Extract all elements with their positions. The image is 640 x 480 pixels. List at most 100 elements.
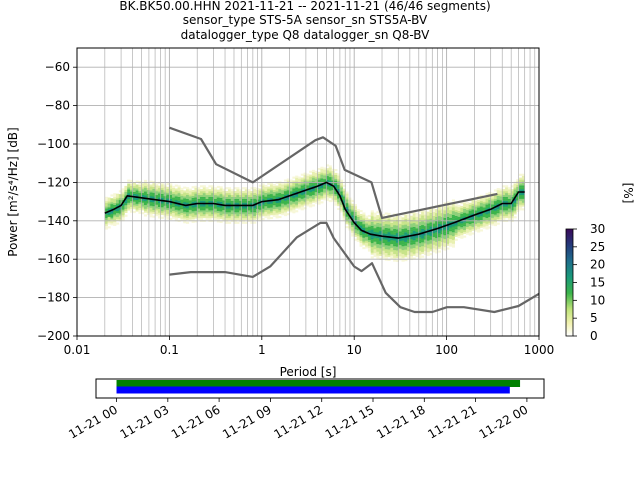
heatmap-cell <box>345 201 349 204</box>
heatmap-cell <box>345 222 349 225</box>
heatmap-cell <box>370 241 374 244</box>
heatmap-cell <box>359 236 363 240</box>
heatmap-cell <box>171 187 176 190</box>
heatmap-cell <box>141 204 145 207</box>
heatmap-cell <box>185 189 190 192</box>
heatmap-cell <box>177 208 181 211</box>
heatmap-cell <box>320 178 324 181</box>
heatmap-cell <box>146 191 150 194</box>
heatmap-cell <box>328 174 332 178</box>
heatmap-cell <box>127 185 131 188</box>
heatmap-cell <box>320 176 324 179</box>
heatmap-cell <box>429 224 433 227</box>
heatmap-cell <box>297 201 302 204</box>
heatmap-cell <box>118 207 122 210</box>
heatmap-cell <box>426 250 430 253</box>
heatmap-cell <box>174 203 178 206</box>
heatmap-cell <box>328 196 332 199</box>
heatmap-cell <box>415 255 419 258</box>
heatmap-cell <box>351 199 355 203</box>
heatmap-cell <box>300 183 304 186</box>
heatmap-cell <box>345 208 349 211</box>
timeline-bars <box>116 380 521 394</box>
heatmap-cell <box>376 226 380 229</box>
heatmap-cell <box>443 221 447 224</box>
heatmap-cell <box>334 197 338 200</box>
heatmap-cell <box>241 221 246 224</box>
heatmap-cell <box>384 218 388 221</box>
heatmap-cell <box>121 205 125 208</box>
heatmap-cell <box>426 223 430 226</box>
heatmap-cell <box>370 256 374 259</box>
heatmap-cell <box>138 192 142 195</box>
heatmap-cell <box>169 189 173 192</box>
heatmap-cell <box>241 206 246 209</box>
heatmap-cell <box>446 218 450 221</box>
heatmap-cell <box>449 233 453 236</box>
heatmap-cell <box>328 165 332 168</box>
heatmap-cell <box>286 207 290 210</box>
heatmap-cell <box>311 183 316 186</box>
heatmap-cell <box>418 252 422 255</box>
heatmap-cell <box>384 250 388 254</box>
heatmap-cell <box>247 212 251 215</box>
heatmap-cell <box>157 185 162 188</box>
heatmap-cell <box>485 212 489 215</box>
heatmap-cell <box>197 217 201 221</box>
heatmap-cell <box>460 207 464 210</box>
heatmap-cell <box>471 219 475 222</box>
heatmap-cell <box>404 222 408 225</box>
heatmap-cell <box>463 225 467 229</box>
heatmap-cell <box>373 241 377 244</box>
heatmap-cell <box>295 202 299 205</box>
heatmap-cell <box>359 217 363 220</box>
heatmap-cell <box>283 185 288 188</box>
heatmap-cell <box>113 202 117 205</box>
heatmap-cell <box>208 200 212 203</box>
heatmap-cell <box>409 256 414 259</box>
heatmap-cell <box>468 225 472 228</box>
heatmap-cell <box>211 191 215 194</box>
heatmap-cell <box>404 224 408 227</box>
heatmap-cell <box>247 214 251 217</box>
heatmap-cell <box>437 206 442 209</box>
heatmap-cell <box>381 244 386 247</box>
heatmap-cell <box>177 198 181 201</box>
heatmap-cell <box>381 237 386 240</box>
heatmap-cell <box>376 255 380 258</box>
heatmap-cell <box>409 242 414 245</box>
heatmap-cell <box>171 210 176 213</box>
heatmap-cell <box>395 238 400 241</box>
heatmap-cell <box>401 221 405 224</box>
heatmap-cell <box>146 205 150 208</box>
heatmap-cell <box>152 194 156 197</box>
heatmap-cell <box>432 225 436 228</box>
heatmap-cell <box>362 218 366 221</box>
heatmap-cell <box>306 179 310 182</box>
heatmap-cell <box>356 210 360 214</box>
heatmap-cell <box>211 194 215 197</box>
heatmap-cell <box>325 175 330 178</box>
heatmap-cell <box>311 171 316 174</box>
heatmap-cell <box>356 235 360 239</box>
heatmap-cell <box>331 193 335 196</box>
heatmap-cell <box>505 189 509 192</box>
heatmap-cell <box>460 205 464 209</box>
heatmap-cell <box>130 206 134 209</box>
heatmap-cell <box>306 192 310 195</box>
heatmap-cell <box>261 198 265 201</box>
heatmap-cell <box>398 254 402 257</box>
heatmap-cell <box>482 222 486 225</box>
heatmap-cell <box>199 214 204 217</box>
heatmap-cell <box>407 218 411 221</box>
heatmap-cell <box>379 236 383 239</box>
heatmap-cell <box>216 218 220 221</box>
heatmap-cell <box>432 238 436 241</box>
heatmap-cell <box>351 221 355 224</box>
heatmap-cell <box>174 194 178 197</box>
heatmap-cell <box>261 196 265 200</box>
heatmap-cell <box>379 240 383 243</box>
heatmap-cell <box>491 206 495 209</box>
heatmap-cell <box>219 201 223 204</box>
